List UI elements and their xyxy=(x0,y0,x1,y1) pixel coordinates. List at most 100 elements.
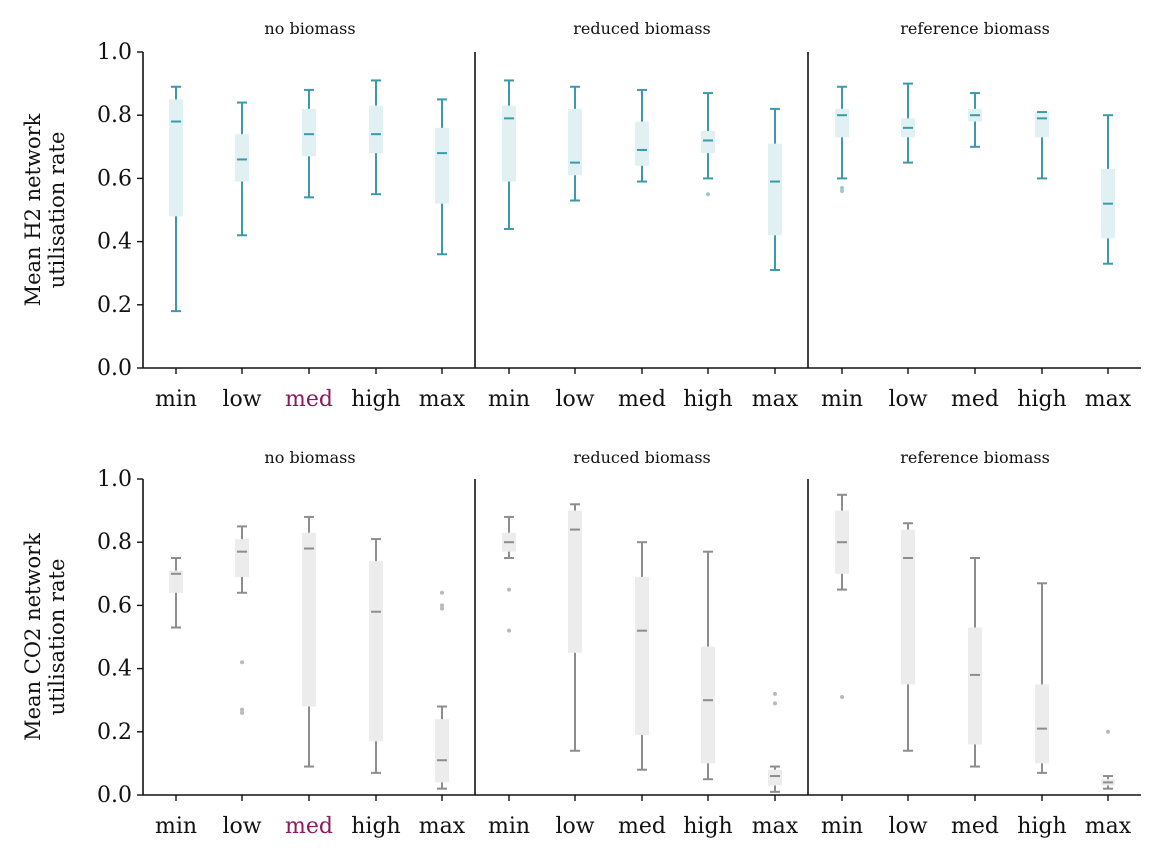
co2-x-tick-label-max: max xyxy=(1085,814,1132,839)
box-body xyxy=(968,627,982,745)
co2-group-title-1: no biomass xyxy=(264,448,355,467)
h2-y-tick-label: 1.0 xyxy=(97,40,132,65)
h2-box-no-biomass-min xyxy=(169,85,183,313)
h2-y-axis-title-line-2: utilisation rate xyxy=(45,132,69,289)
co2-y-tick-label: 0.4 xyxy=(97,657,132,682)
co2-y-tick-label: 0.2 xyxy=(97,720,132,745)
outlier-point xyxy=(840,189,844,194)
h2-panel: no biomass reduced biomass reference bioma… xyxy=(21,19,1141,412)
co2-y-axis-title-line-1: Mean CO2 network xyxy=(21,533,45,741)
box-body xyxy=(302,532,316,707)
co2-group-title-2: reduced biomass xyxy=(573,448,711,467)
co2-box-no-biomass-high xyxy=(369,538,383,774)
h2-box-reference-biomass-max xyxy=(1101,114,1115,265)
h2-y-axis-title: Mean H2 networkutilisation rate xyxy=(21,113,69,306)
co2-y-tick-label: 0.8 xyxy=(97,530,132,555)
outlier-point xyxy=(240,707,244,712)
h2-box-reduced-biomass-low xyxy=(568,85,582,202)
h2-x-tick-label-high: high xyxy=(351,387,400,412)
co2-box-no-biomass-med xyxy=(302,515,316,768)
co2-x-tick-label-high: high xyxy=(683,814,732,839)
outlier-point xyxy=(773,691,777,696)
h2-box-reduced-biomass-high xyxy=(701,92,715,197)
co2-group-title-3: reference biomass xyxy=(900,448,1050,467)
h2-box-reference-biomass-low xyxy=(901,82,915,164)
h2-y-axis-title-line-1: Mean H2 network xyxy=(21,113,45,306)
h2-y-tick-label: 0.6 xyxy=(97,166,132,191)
outlier-point xyxy=(440,606,444,611)
h2-box-reduced-biomass-min xyxy=(502,79,516,230)
box-body xyxy=(901,529,915,685)
h2-box-reference-biomass-med xyxy=(968,92,982,148)
h2-box-reduced-biomass-med xyxy=(635,88,649,183)
outlier-point xyxy=(507,628,511,633)
h2-group-title-2: reduced biomass xyxy=(573,19,711,38)
co2-y-axis-title: Mean CO2 networkutilisation rate xyxy=(21,533,69,741)
h2-x-tick-label-min: min xyxy=(488,387,530,412)
box-body xyxy=(169,570,183,593)
box-body xyxy=(435,127,449,204)
h2-group-title-3: reference biomass xyxy=(900,19,1050,38)
co2-x-tick-label-max: max xyxy=(419,814,466,839)
outlier-point xyxy=(1106,729,1110,734)
h2-x-tick-label-low: low xyxy=(888,387,927,412)
co2-box-no-biomass-low xyxy=(235,525,249,715)
outlier-point xyxy=(440,603,444,608)
outlier-point xyxy=(840,695,844,700)
h2-x-tick-label-high: high xyxy=(683,387,732,412)
h2-x-tick-label-max: max xyxy=(1085,387,1132,412)
box-body xyxy=(568,108,582,176)
h2-x-tick-label-low: low xyxy=(222,387,261,412)
outlier-point xyxy=(240,660,244,665)
h2-y-tick-label: 0.0 xyxy=(97,356,132,381)
h2-box-no-biomass-low xyxy=(235,101,249,237)
box-body xyxy=(235,539,249,577)
co2-box-reference-biomass-low xyxy=(901,522,915,752)
co2-box-no-biomass-min xyxy=(169,557,183,629)
box-body xyxy=(435,719,449,783)
box-body xyxy=(169,99,183,217)
h2-x-tick-label-med: med xyxy=(285,387,333,412)
co2-box-reduced-biomass-low xyxy=(568,503,582,752)
h2-y-tick-label: 0.4 xyxy=(97,230,132,255)
box-body xyxy=(635,576,649,735)
box-body xyxy=(835,108,849,138)
box-body xyxy=(701,131,715,154)
box-body xyxy=(701,646,715,764)
co2-x-tick-label-min: min xyxy=(821,814,863,839)
co2-box-reduced-biomass-min xyxy=(502,515,516,633)
co2-box-reference-biomass-med xyxy=(968,557,982,768)
outlier-point xyxy=(706,192,710,197)
co2-y-tick-label: 0.0 xyxy=(97,783,132,808)
outlier-point xyxy=(440,590,444,595)
h2-x-tick-label-med: med xyxy=(618,387,666,412)
co2-x-tick-label-max: max xyxy=(752,814,799,839)
box-body xyxy=(302,108,316,157)
box-body xyxy=(635,121,649,166)
h2-x-tick-label-min: min xyxy=(821,387,863,412)
h2-box-no-biomass-high xyxy=(369,79,383,196)
co2-y-tick-label: 0.6 xyxy=(97,593,132,618)
co2-x-tick-label-low: low xyxy=(222,814,261,839)
co2-panel: no biomass reduced biomass reference bioma… xyxy=(21,448,1141,839)
h2-box-reference-biomass-min xyxy=(835,85,849,194)
co2-x-tick-label-med: med xyxy=(285,814,333,839)
co2-box-reference-biomass-high xyxy=(1035,582,1049,774)
box-body xyxy=(502,105,516,182)
box-body xyxy=(768,769,782,786)
h2-x-tick-label-low: low xyxy=(555,387,594,412)
h2-x-tick-label-high: high xyxy=(1017,387,1066,412)
h2-box-reduced-biomass-max xyxy=(768,107,782,272)
h2-x-tick-label-med: med xyxy=(951,387,999,412)
box-body xyxy=(568,510,582,653)
co2-box-reference-biomass-min xyxy=(835,493,849,700)
box-body xyxy=(369,561,383,742)
h2-y-tick-label: 0.2 xyxy=(97,293,132,318)
outlier-point xyxy=(240,710,244,715)
co2-x-tick-label-min: min xyxy=(488,814,530,839)
co2-box-reduced-biomass-med xyxy=(635,541,649,771)
h2-x-tick-label-min: min xyxy=(155,387,197,412)
co2-x-tick-label-min: min xyxy=(155,814,197,839)
h2-box-reference-biomass-high xyxy=(1035,111,1049,180)
